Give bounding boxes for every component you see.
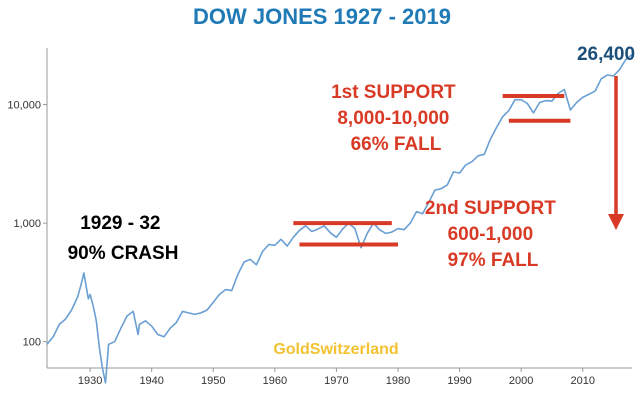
chart-title: DOW JONES 1927 - 2019	[193, 4, 451, 29]
x-tick-label: 2010	[570, 375, 594, 387]
watermark-text: GoldSwitzerland	[273, 341, 398, 358]
annotation-crash-line-1: 1929 - 32	[80, 213, 160, 234]
down-arrow-head	[608, 214, 624, 230]
annotation-support-2-line-3: 97% FALL	[448, 250, 539, 271]
y-tick-label: 10,000	[7, 100, 41, 112]
annotation-support-1-line-2: 8,000-10,000	[337, 108, 449, 129]
y-tick-label: 100	[23, 337, 41, 349]
x-tick-label: 1940	[139, 375, 163, 387]
x-tick-label: 1990	[447, 375, 471, 387]
annotation-support-2: 2nd SUPPORT 600-1,000 97% FALL	[425, 198, 561, 271]
series-line-dow	[46, 53, 633, 384]
x-tick-label: 1930	[78, 375, 102, 387]
x-tick-labels: 1930 1940 1950 1960 1970 1980 1990 2000 2010	[78, 368, 595, 387]
y-tick-labels: 100 1,000 10,000	[7, 100, 47, 349]
annotation-support-2-line-2: 600-1,000	[448, 224, 534, 245]
annotation-crash-line-2: 90% CRASH	[68, 243, 179, 264]
annotation-crash: 1929 - 32 90% CRASH	[68, 213, 179, 264]
x-tick-label: 1950	[201, 375, 225, 387]
x-tick-label: 1980	[386, 375, 410, 387]
annotation-support-1-line-3: 66% FALL	[351, 134, 442, 155]
end-value-label: 26,400	[577, 44, 635, 65]
support-lines	[293, 94, 571, 247]
x-tick-label: 1960	[263, 375, 287, 387]
x-tick-label: 1970	[324, 375, 348, 387]
y-tick-label: 1,000	[13, 218, 41, 230]
annotation-support-1-line-1: 1st SUPPORT	[331, 82, 456, 103]
annotation-support-1: 1st SUPPORT 8,000-10,000 66% FALL	[331, 82, 461, 155]
x-tick-label: 2000	[509, 375, 533, 387]
annotation-support-2-line-1: 2nd SUPPORT	[425, 198, 556, 219]
